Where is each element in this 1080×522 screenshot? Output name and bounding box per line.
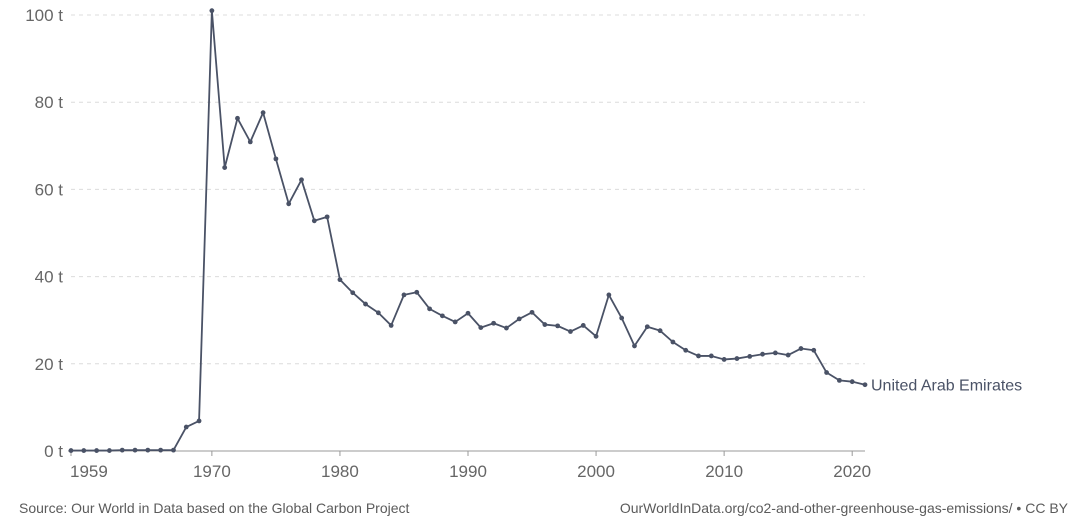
data-point-2016: [798, 346, 804, 351]
x-tick-label-1990: 1990: [449, 462, 487, 481]
data-point-1993: [504, 325, 509, 331]
data-point-1994: [516, 316, 522, 322]
data-point-1998: [568, 329, 573, 334]
data-point-1966: [158, 447, 164, 453]
data-point-2018: [824, 370, 829, 375]
data-point-1959: [68, 448, 74, 453]
data-point-2001: [606, 292, 612, 298]
y-tick-label-0: 0 t: [44, 442, 63, 461]
data-point-1960: [81, 448, 87, 453]
data-point-1965: [145, 447, 151, 453]
y-tick-label-40: 40 t: [35, 268, 64, 287]
x-tick-label-1959: 1959: [70, 462, 108, 481]
data-point-2020: [849, 379, 855, 385]
data-point-1997: [555, 323, 561, 329]
x-tick-label-2000: 2000: [577, 462, 615, 481]
data-point-2000: [593, 333, 599, 339]
data-point-1975: [273, 156, 279, 162]
data-point-1967: [171, 447, 176, 453]
data-point-1988: [439, 313, 445, 319]
y-tick-label-100: 100 t: [25, 6, 63, 25]
data-point-2002: [619, 315, 625, 321]
data-point-1977: [299, 177, 304, 183]
data-point-1978: [311, 218, 317, 224]
data-point-1980: [337, 277, 343, 283]
y-tick-label-60: 60 t: [35, 180, 64, 199]
data-point-1992: [491, 320, 497, 326]
data-point-2003: [632, 343, 637, 349]
data-point-1989: [452, 319, 458, 325]
data-point-1986: [414, 289, 420, 295]
y-tick-label-80: 80 t: [35, 93, 64, 112]
y-tick-label-20: 20 t: [35, 355, 64, 374]
data-point-1974: [260, 110, 266, 116]
x-tick-label-1980: 1980: [321, 462, 359, 481]
source-note: Source: Our World in Data based on the G…: [19, 500, 410, 516]
data-point-1969: [196, 418, 202, 424]
data-point-1971: [222, 165, 228, 171]
data-point-2014: [772, 350, 778, 356]
data-point-2013: [760, 351, 765, 357]
data-point-2011: [734, 356, 740, 361]
data-point-2005: [657, 328, 663, 334]
x-tick-label-1970: 1970: [193, 462, 231, 481]
data-point-1984: [388, 323, 394, 328]
data-point-2007: [683, 347, 689, 353]
data-point-1962: [107, 448, 112, 453]
data-point-2006: [670, 339, 676, 345]
data-point-1985: [401, 292, 407, 298]
data-point-1970: [209, 8, 215, 14]
data-point-1991: [478, 325, 484, 331]
data-point-1982: [363, 301, 368, 307]
x-tick-label-2010: 2010: [705, 462, 743, 481]
x-tick-label-2020: 2020: [833, 462, 871, 481]
data-point-1987: [427, 306, 432, 312]
data-point-2008: [696, 353, 701, 359]
y-axis: 0 t 20 t 40 t 60 t 80 t 100 t: [25, 6, 63, 461]
data-point-1976: [286, 201, 292, 207]
series-label: United Arab Emirates: [871, 378, 1022, 395]
series-layer: United Arab Emirates: [68, 8, 1022, 453]
data-point-1972: [235, 115, 240, 121]
data-point-2015: [785, 352, 791, 358]
data-point-2012: [747, 353, 753, 359]
data-point-2009: [708, 353, 714, 359]
data-point-2004: [644, 324, 650, 330]
data-point-1999: [580, 323, 586, 328]
data-point-2010: [721, 357, 727, 362]
url-license-note[interactable]: OurWorldInData.org/co2-and-other-greenho…: [619, 500, 1068, 516]
series-line-0: [71, 9, 866, 452]
data-point-1981: [350, 290, 356, 296]
data-point-1961: [94, 448, 100, 453]
data-point-1983: [375, 310, 381, 316]
data-point-2021: [862, 382, 868, 388]
x-axis: 1959 1970 1980 1990 2000 2010 2020: [68, 450, 871, 481]
data-point-1963: [119, 447, 125, 453]
data-point-1964: [132, 447, 138, 453]
data-point-2019: [836, 377, 842, 383]
data-point-1973: [247, 139, 253, 145]
data-point-1979: [324, 214, 330, 220]
data-point-1996: [542, 322, 548, 327]
data-point-2017: [811, 347, 817, 353]
data-point-1995: [529, 309, 535, 315]
data-point-1990: [465, 310, 471, 316]
data-point-1968: [183, 424, 189, 430]
